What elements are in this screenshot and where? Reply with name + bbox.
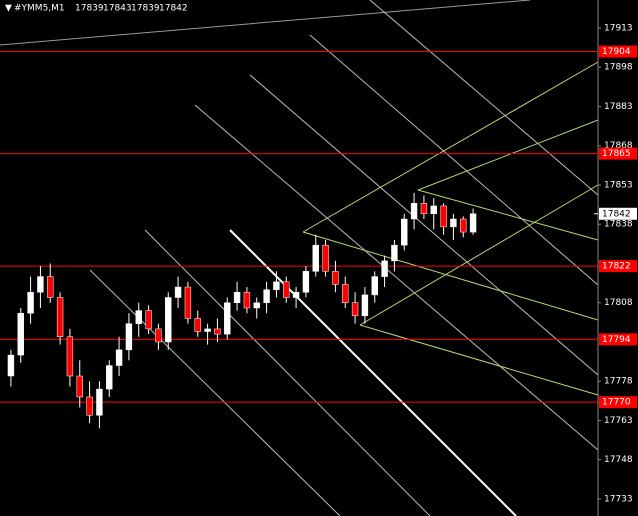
level-label: 17822 [602, 262, 631, 272]
candle-body [7, 354, 15, 377]
header-value: 17843 [103, 4, 132, 14]
level-label-box [599, 45, 637, 58]
candle-body [214, 328, 221, 335]
candle-body [351, 302, 359, 317]
candle-body [184, 286, 192, 319]
candle-body [332, 271, 339, 285]
y-tick-label: 17838 [604, 220, 633, 230]
candle-body [342, 284, 349, 303]
level-label-box [599, 333, 637, 346]
candle-body [460, 218, 467, 233]
channel-line [359, 184, 599, 326]
candle-body [155, 328, 162, 343]
candle-body [263, 289, 270, 303]
candle-body [96, 388, 103, 416]
trend-line [144, 229, 431, 516]
candle-body [135, 310, 142, 324]
header-value: 17839 [131, 4, 160, 14]
candle-body [194, 318, 201, 332]
candle-body [233, 292, 241, 303]
candle-body [17, 312, 24, 356]
candle-body [420, 203, 428, 215]
candle-body [174, 286, 182, 298]
candle-body [253, 302, 260, 309]
trend-line [0, 0, 531, 46]
level-label-box [599, 147, 637, 160]
candle-body [224, 302, 231, 335]
y-tick-label: 17808 [604, 298, 633, 308]
level-label: 17865 [602, 149, 631, 159]
channel-line [417, 189, 599, 241]
title-arrow: ▼ [5, 4, 12, 14]
y-tick-label: 17778 [604, 377, 633, 387]
candle-body [165, 297, 172, 343]
candle-body [47, 276, 54, 298]
candle-body [106, 365, 113, 390]
last-price-label: 17842 [602, 209, 631, 219]
y-tick-label: 17733 [604, 494, 633, 504]
y-tick-label: 17883 [604, 102, 633, 112]
trend-line [369, 0, 599, 196]
last-price-box [599, 207, 637, 220]
candle-body [292, 292, 300, 298]
y-tick-label: 17898 [604, 63, 633, 73]
candle-body [410, 203, 418, 220]
candle-body [430, 205, 437, 215]
trend-lines [0, 0, 599, 516]
level-label: 17794 [602, 335, 631, 345]
candle-body [86, 396, 93, 416]
candle-body [243, 292, 251, 309]
candle-body [450, 218, 457, 228]
level-label-box [599, 260, 637, 273]
candle-body [204, 328, 211, 332]
candle-body [302, 271, 310, 293]
candle-body [27, 292, 34, 314]
candle-body [115, 349, 123, 366]
y-tick-label: 17868 [604, 141, 633, 151]
level-label: 17770 [602, 398, 631, 408]
candle-body [361, 294, 369, 317]
chart-title: #YMM5,M1 [14, 4, 65, 14]
level-label-box [599, 396, 637, 409]
candle-body [391, 244, 398, 262]
trend-line [249, 74, 599, 376]
y-tick-label: 17853 [604, 180, 633, 190]
channel-line [417, 119, 599, 191]
candle-body [283, 281, 290, 298]
candle-body [125, 323, 133, 351]
candle-body [322, 244, 329, 272]
candle-body [66, 336, 74, 377]
header-value: 17842 [159, 4, 188, 14]
header-value: 17839 [75, 4, 104, 14]
level-label: 17904 [602, 47, 631, 57]
y-tick-label: 17913 [604, 23, 633, 33]
candle-body [37, 276, 44, 293]
candle-body [312, 244, 319, 272]
candle-body [371, 276, 378, 296]
trend-line [309, 34, 599, 286]
channel-line [302, 61, 599, 233]
candle-body [273, 281, 280, 290]
candle-body [401, 218, 408, 246]
trend-line [89, 269, 341, 516]
candle-body [145, 310, 152, 330]
y-tick-label: 17763 [604, 416, 633, 426]
channel-line [359, 324, 599, 396]
candle-body [76, 375, 83, 398]
candle-body [440, 205, 447, 228]
candle-body [469, 213, 477, 233]
trend-line [229, 229, 517, 516]
candle-body [381, 260, 388, 277]
trend-line [194, 104, 599, 451]
candle-body [56, 297, 64, 338]
channel-line [302, 231, 599, 321]
y-tick-label: 17748 [604, 455, 633, 465]
